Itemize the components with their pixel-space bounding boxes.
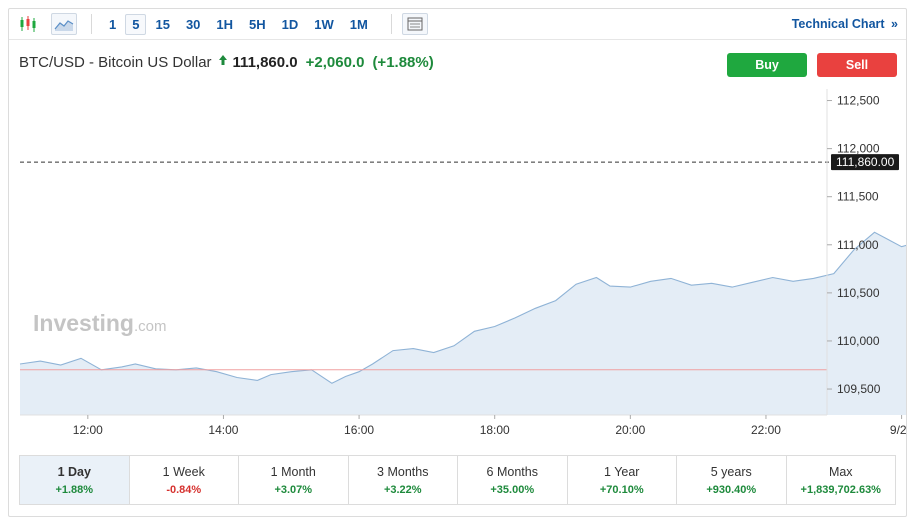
y-tick-label: 111,500 <box>837 190 879 204</box>
interval-5[interactable]: 5 <box>125 13 147 35</box>
period-tab-max[interactable]: Max +1,839,702.63% <box>787 456 896 504</box>
interval-1w[interactable]: 1W <box>314 16 334 32</box>
y-tick-label: 110,500 <box>837 286 880 300</box>
quote-header: BTC/USD - Bitcoin US Dollar 111,860.0 +2… <box>19 51 442 73</box>
interval-30[interactable]: 30 <box>185 16 201 32</box>
double-chevron-right-icon: » <box>891 17 898 31</box>
buy-button[interactable]: Buy <box>727 53 807 77</box>
y-tick-label: 110,000 <box>837 334 880 348</box>
watermark-suffix: .com <box>134 318 167 335</box>
interval-5h[interactable]: 5H <box>249 16 266 32</box>
period-label: 1 Week <box>162 464 205 479</box>
sell-button[interactable]: Sell <box>817 53 897 77</box>
period-change: +3.07% <box>274 483 313 496</box>
x-tick-label: 9/29 <box>890 423 906 437</box>
interval-selector: 1 5 15 30 1H 5H 1D 1W 1M <box>102 13 377 35</box>
x-tick-label: 16:00 <box>344 423 374 437</box>
period-tab-1-month[interactable]: 1 Month +3.07% <box>239 456 349 504</box>
current-price-label: 111,860.00 <box>836 155 895 169</box>
period-tab-1-day[interactable]: 1 Day +1.88% <box>20 456 130 504</box>
y-tick-label: 112,000 <box>837 142 880 156</box>
current-price-tag <box>831 154 899 171</box>
period-change: +1,839,702.63% <box>800 483 881 496</box>
period-label: Max <box>828 464 853 479</box>
last-price: 111,860.0 <box>232 53 298 71</box>
price-line <box>19 231 906 384</box>
chart-toolbar: 1 5 15 30 1H 5H 1D 1W 1M Technical Chart » <box>9 9 906 40</box>
period-label: 6 Months <box>486 464 538 479</box>
period-label: 5 years <box>710 464 752 479</box>
period-change: +70.10% <box>599 483 644 496</box>
y-tick-label: 112,500 <box>837 94 880 108</box>
area-chart-icon[interactable] <box>51 13 77 35</box>
period-tab-3-months[interactable]: 3 Months +3.22% <box>349 456 458 504</box>
interval-1h[interactable]: 1H <box>216 16 234 32</box>
x-tick-label: 14:00 <box>208 423 238 437</box>
toolbar-divider <box>91 14 92 34</box>
x-tick-label: 20:00 <box>615 423 645 437</box>
period-label: 1 Year <box>604 464 640 479</box>
period-change: +3.22% <box>383 483 422 496</box>
period-tab-5-years[interactable]: 5 years +930.40% <box>677 456 787 504</box>
y-tick-label: 111,000 <box>837 238 879 252</box>
x-tick-label: 12:00 <box>73 423 103 437</box>
price-chart[interactable]: Investing.com 109,500 110,000 110,500 111,00… <box>9 83 906 447</box>
instrument-name: BTC/USD - Bitcoin US Dollar <box>19 53 212 71</box>
interval-15[interactable]: 15 <box>155 16 170 32</box>
interval-1m[interactable]: 1M <box>349 16 368 32</box>
settings-panel-icon[interactable] <box>401 13 428 35</box>
technical-chart-label: Technical Chart <box>791 17 885 31</box>
interval-1[interactable]: 1 <box>109 16 117 32</box>
period-change: +1.88% <box>55 483 94 496</box>
arrow-up-icon <box>218 53 228 71</box>
period-label: 1 Month <box>270 464 316 479</box>
price-change-percent: (+1.88%) <box>372 53 434 71</box>
chart-widget: 1 5 15 30 1H 5H 1D 1W 1M Technical Chart » BTC/U… <box>8 8 907 517</box>
watermark-brand: Investing <box>33 310 134 336</box>
period-tab-6-months[interactable]: 6 Months +35.00% <box>458 456 568 504</box>
y-tick-label: 109,500 <box>837 382 881 396</box>
toolbar-divider <box>390 14 392 34</box>
period-selector: 1 Day +1.88% 1 Week -0.84% 1 Month +3.07% 3 Mo… <box>19 455 896 505</box>
interval-1d[interactable]: 1D <box>281 16 299 32</box>
technical-chart-link[interactable]: Technical Chart » <box>792 17 898 31</box>
period-change: +35.00% <box>490 483 535 496</box>
x-tick-label: 22:00 <box>751 423 781 437</box>
period-label: 3 Months <box>377 464 429 479</box>
period-label: 1 Day <box>57 464 91 479</box>
x-tick-label: 18:00 <box>480 423 510 437</box>
period-change: -0.84% <box>166 483 202 496</box>
investing-watermark: Investing.com <box>33 310 166 336</box>
period-tab-1-week[interactable]: 1 Week -0.84% <box>130 456 239 504</box>
period-tab-1-year[interactable]: 1 Year +70.10% <box>568 456 677 504</box>
price-change: +2,060.0 <box>305 53 365 71</box>
candlestick-icon[interactable] <box>15 13 41 35</box>
period-change: +930.40% <box>706 483 757 496</box>
